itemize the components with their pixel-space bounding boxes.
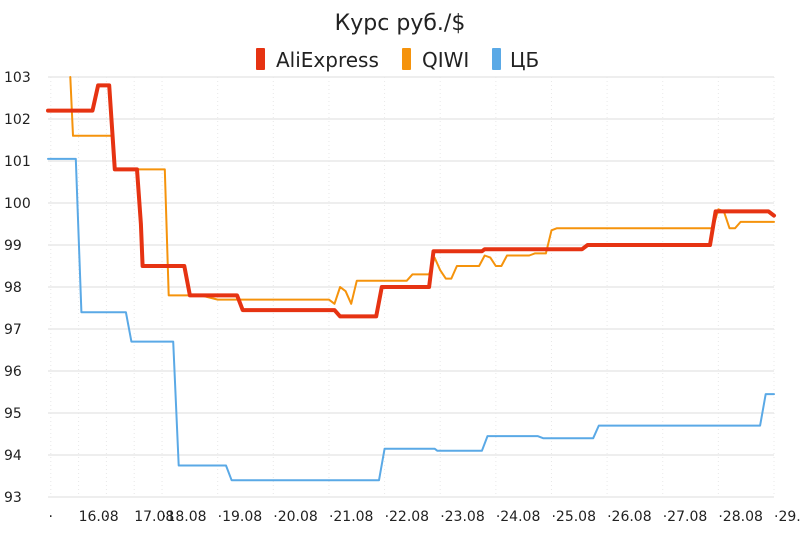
- legend: AliExpress QIWI ЦБ: [256, 48, 539, 72]
- x-tick-label: ·22.08: [385, 509, 430, 525]
- x-tick-label: 16.08: [79, 509, 119, 525]
- x-tick-label: ·: [49, 509, 53, 525]
- x-tick-label: ·18.08: [162, 509, 207, 525]
- x-tick-label: ·25.08: [551, 509, 596, 525]
- y-tick-label: 93: [4, 490, 22, 506]
- legend-item-qiwi[interactable]: QIWI: [402, 48, 469, 72]
- legend-label-aliexpress: AliExpress: [276, 48, 379, 72]
- legend-swatch-aliexpress: [256, 48, 265, 70]
- series-line-qiwi: [69, 76, 775, 305]
- x-tick-label: ·20.08: [273, 509, 318, 525]
- y-tick-label: 101: [4, 154, 31, 170]
- x-tick-label: 17.08: [134, 509, 174, 525]
- x-tick-label: ·27.08: [663, 509, 708, 525]
- y-tick-label: 99: [4, 238, 22, 254]
- y-tick-label: 94: [4, 448, 22, 464]
- legend-item-aliexpress[interactable]: AliExpress: [256, 48, 379, 72]
- x-tick-label: ·28.08: [718, 509, 763, 525]
- x-tick-label: ·21.08: [329, 509, 374, 525]
- y-tick-label: 98: [4, 280, 22, 296]
- y-tick-label: 102: [4, 112, 31, 128]
- plot-area: [46, 76, 776, 482]
- legend-swatch-qiwi: [402, 48, 411, 70]
- y-tick-label: 100: [4, 196, 31, 212]
- legend-label-cb: ЦБ: [510, 48, 539, 72]
- y-tick-label: 95: [4, 406, 22, 422]
- series-line-aliexpress: [46, 83, 776, 319]
- x-tick-label: ·19.08: [218, 509, 263, 525]
- legend-swatch-cb: [492, 48, 501, 70]
- legend-item-cb[interactable]: ЦБ: [492, 48, 539, 72]
- y-tick-label: 96: [4, 364, 22, 380]
- chart-title: Курс руб./$: [335, 11, 466, 36]
- y-axis-ticks: 93 94 95 96 97 98 99 100 101 102 103: [4, 70, 31, 506]
- x-tick-label: ·: [104, 509, 108, 525]
- series-line-cb: [47, 157, 775, 482]
- x-tick-label: ·23.08: [440, 509, 485, 525]
- x-axis-ticks: · 16.08· 17.08·18.08·19.08·20.08·21.08·22.…: [49, 509, 800, 525]
- x-tick-label: ·24.08: [496, 509, 541, 525]
- x-tick-label: ·26.08: [607, 509, 652, 525]
- y-tick-label: 97: [4, 322, 22, 338]
- x-tick-label: ·29.08: [774, 509, 800, 525]
- y-tick-label: 103: [4, 70, 31, 86]
- legend-label-qiwi: QIWI: [422, 48, 469, 72]
